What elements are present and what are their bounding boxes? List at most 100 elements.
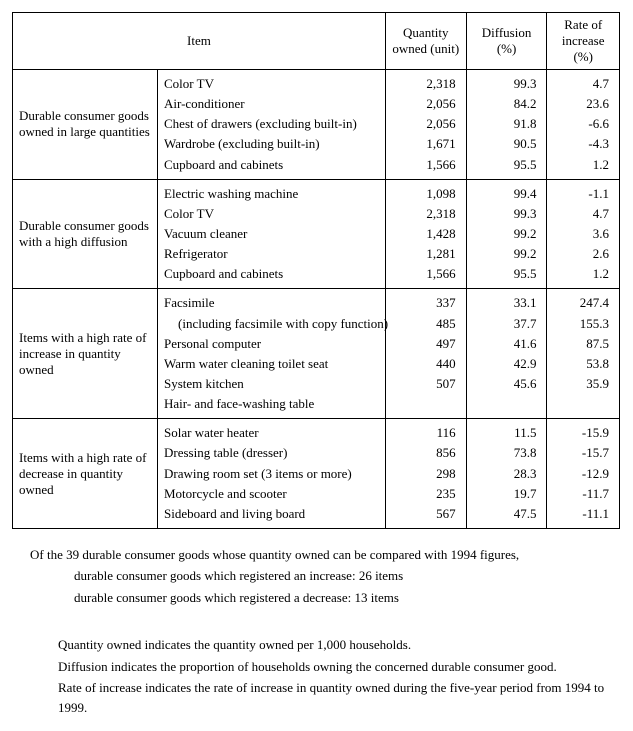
diff-value: 37.7	[473, 314, 537, 334]
table-row: Durable consumer goods owned in large qu…	[13, 70, 620, 180]
note-compare: Of the 39 durable consumer goods whose q…	[30, 545, 621, 565]
item-label: Dressing table (dresser)	[164, 443, 379, 463]
item-label: Facsimile	[164, 293, 379, 313]
item-label: Solar water heater	[164, 423, 379, 443]
category-cell: Items with a high rate of increase in qu…	[13, 289, 158, 419]
rate-value: -4.3	[553, 134, 609, 154]
rate-value: 3.6	[553, 224, 609, 244]
diff-value: 91.8	[473, 114, 537, 134]
item-label: Warm water cleaning toilet seat	[164, 354, 379, 374]
qty-value: 1,671	[392, 134, 456, 154]
qty-cell: 2,3182,0562,0561,6711,566	[385, 70, 466, 180]
rate-cell: 4.723.6-6.6-4.31.2	[547, 70, 620, 180]
qty-value: 1,098	[392, 184, 456, 204]
rate-value: 87.5	[553, 334, 609, 354]
qty-cell: 1,0982,3181,4281,2811,566	[385, 179, 466, 289]
qty-value: 2,318	[392, 74, 456, 94]
rate-value: -12.9	[553, 464, 609, 484]
diff-value: 95.5	[473, 264, 537, 284]
rate-value: -1.1	[553, 184, 609, 204]
diff-cell: 99.499.399.299.295.5	[466, 179, 547, 289]
item-label: Motorcycle and scooter	[164, 484, 379, 504]
item-label: Cupboard and cabinets	[164, 155, 379, 175]
item-label: Hair- and face-washing table	[164, 394, 379, 414]
rate-value: 4.7	[553, 204, 609, 224]
item-label: System kitchen	[164, 374, 379, 394]
diff-value: 90.5	[473, 134, 537, 154]
qty-cell: 337485497440507	[385, 289, 466, 419]
note-decrease: durable consumer goods which registered …	[30, 588, 621, 608]
item-label: Color TV	[164, 74, 379, 94]
qty-value: 485	[392, 314, 456, 334]
item-label: Refrigerator	[164, 244, 379, 264]
diff-value: 99.4	[473, 184, 537, 204]
item-label: Color TV	[164, 204, 379, 224]
qty-value: 497	[392, 334, 456, 354]
items-cell: Facsimile(including facsimile with copy …	[158, 289, 386, 419]
rate-cell: 247.4155.387.553.835.9	[547, 289, 620, 419]
qty-value: 2,318	[392, 204, 456, 224]
item-label: Wardrobe (excluding built-in)	[164, 134, 379, 154]
qty-value: 856	[392, 443, 456, 463]
qty-value: 235	[392, 484, 456, 504]
diff-value: 19.7	[473, 484, 537, 504]
diff-value: 84.2	[473, 94, 537, 114]
items-cell: Electric washing machineColor TVVacuum c…	[158, 179, 386, 289]
qty-value: 1,428	[392, 224, 456, 244]
diff-value: 73.8	[473, 443, 537, 463]
rate-value: -11.1	[553, 504, 609, 524]
item-label: Drawing room set (3 items or more)	[164, 464, 379, 484]
diff-value: 41.6	[473, 334, 537, 354]
table-row: Items with a high rate of decrease in qu…	[13, 419, 620, 529]
rate-value: 2.6	[553, 244, 609, 264]
rate-value: 53.8	[553, 354, 609, 374]
qty-value: 1,281	[392, 244, 456, 264]
rate-value: 23.6	[553, 94, 609, 114]
qty-value: 116	[392, 423, 456, 443]
rate-value: -15.9	[553, 423, 609, 443]
rate-value: 155.3	[553, 314, 609, 334]
header-rate: Rate of increase (%)	[547, 13, 620, 70]
header-item: Item	[13, 13, 386, 70]
item-label: Cupboard and cabinets	[164, 264, 379, 284]
diff-cell: 33.137.741.642.945.6	[466, 289, 547, 419]
note-def-qty: Quantity owned indicates the quantity ow…	[58, 635, 621, 655]
item-sublabel: (including facsimile with copy function)	[164, 314, 379, 334]
header-diff: Diffusion (%)	[466, 13, 547, 70]
item-label: Chest of drawers (excluding built-in)	[164, 114, 379, 134]
rate-cell: -1.14.73.62.61.2	[547, 179, 620, 289]
diff-value: 99.3	[473, 74, 537, 94]
qty-value: 337	[392, 293, 456, 313]
qty-value: 2,056	[392, 94, 456, 114]
item-label: Electric washing machine	[164, 184, 379, 204]
qty-value: 2,056	[392, 114, 456, 134]
rate-value: 4.7	[553, 74, 609, 94]
note-def-diff: Diffusion indicates the proportion of ho…	[58, 657, 621, 677]
qty-value: 298	[392, 464, 456, 484]
qty-cell: 116856298235567	[385, 419, 466, 529]
qty-value: 1,566	[392, 155, 456, 175]
header-row: Item Quantity owned (unit) Diffusion (%)…	[13, 13, 620, 70]
diff-value: 45.6	[473, 374, 537, 394]
item-label: Personal computer	[164, 334, 379, 354]
qty-value: 567	[392, 504, 456, 524]
diff-cell: 11.573.828.319.747.5	[466, 419, 547, 529]
goods-table: Item Quantity owned (unit) Diffusion (%)…	[12, 12, 620, 529]
table-row: Items with a high rate of increase in qu…	[13, 289, 620, 419]
diff-value: 11.5	[473, 423, 537, 443]
header-qty: Quantity owned (unit)	[385, 13, 466, 70]
notes-block: Of the 39 durable consumer goods whose q…	[12, 545, 621, 718]
qty-value: 507	[392, 374, 456, 394]
qty-value: 1,566	[392, 264, 456, 284]
diff-value: 99.2	[473, 224, 537, 244]
note-def-rate: Rate of increase indicates the rate of i…	[58, 678, 621, 717]
diff-value: 47.5	[473, 504, 537, 524]
items-cell: Solar water heaterDressing table (dresse…	[158, 419, 386, 529]
rate-value: -6.6	[553, 114, 609, 134]
rate-value: 1.2	[553, 264, 609, 284]
diff-value: 99.3	[473, 204, 537, 224]
item-label: Vacuum cleaner	[164, 224, 379, 244]
item-label: Sideboard and living board	[164, 504, 379, 524]
rate-value: 247.4	[553, 293, 609, 313]
rate-cell: -15.9-15.7-12.9-11.7-11.1	[547, 419, 620, 529]
